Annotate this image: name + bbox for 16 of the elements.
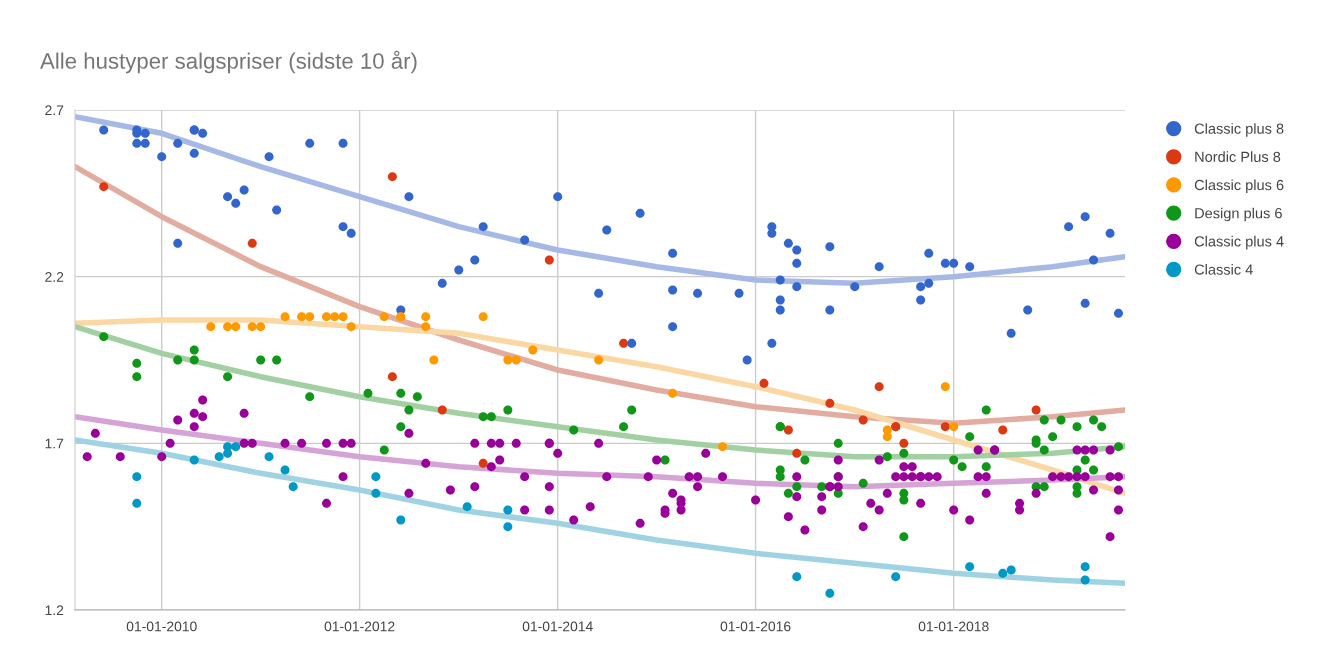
y-tick-label: 1.7 bbox=[45, 438, 64, 449]
x-tick-label: 01-01-2012 bbox=[324, 621, 395, 632]
legend-label: Classic plus 6 bbox=[1194, 179, 1284, 194]
x-tick-label: 01-01-2016 bbox=[720, 621, 791, 632]
y-tick-label: 1.2 bbox=[45, 605, 64, 616]
legend-label: Classic plus 4 bbox=[1194, 235, 1284, 250]
y-tick-label: 2.7 bbox=[45, 105, 64, 116]
legend-label: Nordic Plus 8 bbox=[1195, 151, 1281, 163]
x-tick-label: 01-01-2010 bbox=[126, 621, 197, 632]
legend-label: Design plus 6 bbox=[1195, 207, 1282, 222]
y-tick-label: 2.2 bbox=[45, 272, 64, 282]
chart-title: Alle hustyper salgspriser (sidste 10 år) bbox=[40, 50, 417, 74]
legend-label: Classic plus 8 bbox=[1194, 123, 1284, 137]
legend-label: Classic 4 bbox=[1194, 264, 1253, 275]
x-tick-label: 01-01-2014 bbox=[522, 621, 593, 632]
x-tick-label: 01-01-2018 bbox=[918, 621, 989, 632]
